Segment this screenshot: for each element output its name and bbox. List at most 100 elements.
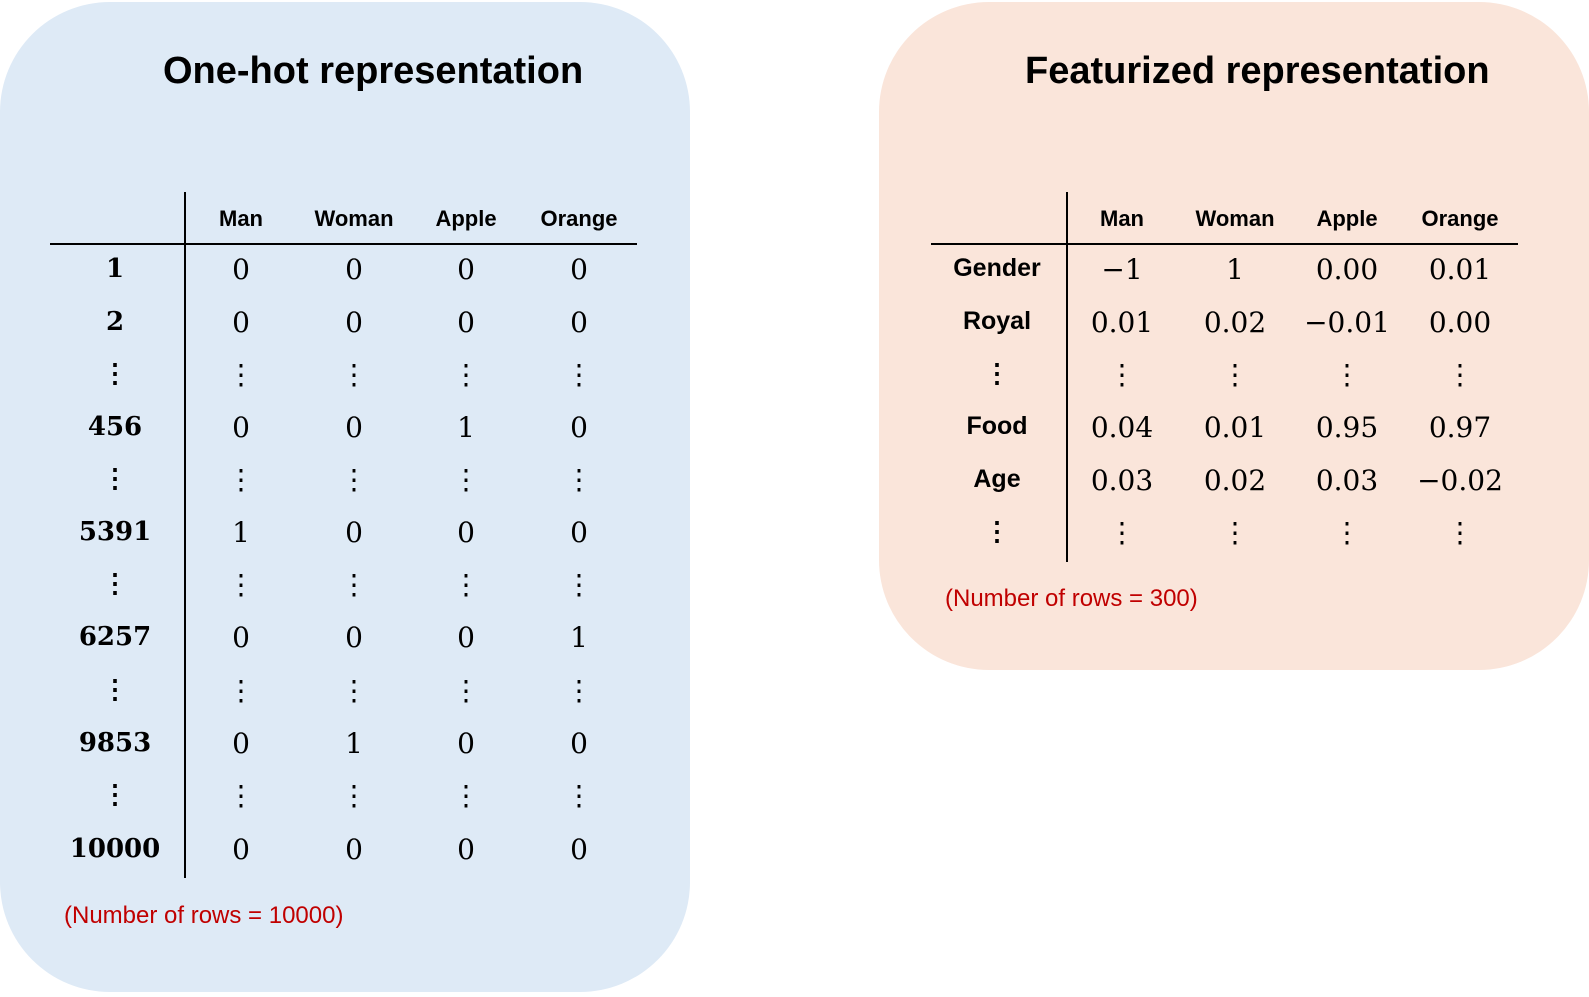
table-cell: 0 [457,833,475,866]
table-cell: ⋮ [1221,358,1249,391]
table-cell: ⋮ [452,358,480,391]
table-cell: −0.01 [1304,306,1390,339]
table-cell: −0.02 [1417,464,1503,497]
table-cell: ⋮ [452,674,480,707]
row-label: 1 [105,254,125,284]
featurized-horizontal-divider [931,243,1518,245]
table-cell: 0 [570,306,588,339]
table-cell: ⋮ [452,568,480,601]
table-cell: 0 [570,833,588,866]
row-label: Royal [962,307,1032,335]
table-cell: 0.97 [1428,411,1492,444]
table-cell: 0.01 [1090,306,1154,339]
row-label: ⋮ [102,359,128,389]
column-header-orange: Orange [1421,206,1499,231]
table-cell: 0 [457,516,475,549]
table-cell: ⋮ [227,568,255,601]
row-label: Food [966,412,1028,440]
table-cell: ⋮ [340,779,368,812]
table-cell: 0 [457,621,475,654]
table-cell: 0 [345,253,363,286]
table-cell: 0.00 [1428,306,1492,339]
table-cell: ⋮ [452,463,480,496]
row-label: 5391 [78,517,152,547]
row-label: Age [973,465,1021,493]
row-label: 10000 [69,834,161,864]
table-cell: 0.00 [1315,253,1379,286]
row-label: ⋮ [984,517,1010,547]
table-cell: 0 [232,727,250,760]
row-label: ⋮ [102,464,128,494]
row-label: Gender [953,254,1041,282]
row-label: ⋮ [102,780,128,810]
table-cell: 0 [345,306,363,339]
table-cell: ⋮ [1333,358,1361,391]
onehot-title: One-hot representation [163,50,584,92]
featurized-title: Featurized representation [1025,50,1490,92]
column-header-orange: Orange [540,206,618,231]
table-cell: ⋮ [452,779,480,812]
table-cell: 0.01 [1428,253,1492,286]
onehot-horizontal-divider [50,243,637,245]
table-cell: ⋮ [227,358,255,391]
row-label: ⋮ [102,569,128,599]
featurized-vertical-divider [1066,192,1068,562]
table-cell: ⋮ [1108,516,1136,549]
onehot-row-count-note: (Number of rows = 10000) [64,902,344,929]
table-cell: 0.03 [1315,464,1379,497]
table-cell: ⋮ [565,568,593,601]
row-label: 6257 [78,622,152,652]
column-header-man: Man [1100,206,1144,231]
table-cell: 0 [232,253,250,286]
table-cell: 1 [570,621,588,654]
table-cell: 0.95 [1315,411,1379,444]
table-cell: ⋮ [340,674,368,707]
table-cell: 1 [1226,253,1244,286]
table-cell: 0 [345,621,363,654]
table-cell: ⋮ [227,463,255,496]
table-cell: 0 [570,411,588,444]
column-header-woman: Woman [314,206,394,231]
table-cell: 0 [570,727,588,760]
table-cell: 0 [345,833,363,866]
table-cell: 0.02 [1203,464,1267,497]
column-header-apple: Apple [1316,206,1378,231]
table-cell: ⋮ [340,568,368,601]
table-cell: ⋮ [565,463,593,496]
row-label: 456 [87,412,143,442]
table-cell: 0.04 [1090,411,1154,444]
table-cell: 0 [457,253,475,286]
table-cell: ⋮ [1221,516,1249,549]
table-cell: 0 [345,411,363,444]
table-cell: ⋮ [1446,358,1474,391]
table-cell: 1 [345,727,363,760]
row-label: 2 [105,307,125,337]
table-cell: ⋮ [227,674,255,707]
table-cell: ⋮ [1446,516,1474,549]
table-cell: ⋮ [340,463,368,496]
column-header-man: Man [219,206,263,231]
table-cell: 0 [570,516,588,549]
table-cell: 1 [232,516,250,549]
row-label: 9853 [78,728,152,758]
column-header-apple: Apple [435,206,497,231]
table-cell: 0 [457,306,475,339]
table-cell: 0 [232,621,250,654]
table-cell: ⋮ [565,674,593,707]
table-cell: ⋮ [1108,358,1136,391]
featurized-panel: Featurized representation [879,2,1589,670]
table-cell: ⋮ [1333,516,1361,549]
table-cell: 0 [570,253,588,286]
row-label: ⋮ [984,359,1010,389]
onehot-table: Man Woman Apple Orange 1 0 0 0 0 2 0 0 0 0 ⋮ ⋮ ⋮ ⋮ ⋮ 456 0 0 1… [0,0,690,997]
table-cell: 0 [345,516,363,549]
table-cell: ⋮ [565,779,593,812]
table-cell: 0.03 [1090,464,1154,497]
table-cell: 0.02 [1203,306,1267,339]
table-cell: −1 [1101,253,1143,286]
table-cell: 0 [232,306,250,339]
onehot-vertical-divider [184,192,186,878]
table-cell: ⋮ [227,779,255,812]
onehot-panel: One-hot representation [0,2,690,992]
